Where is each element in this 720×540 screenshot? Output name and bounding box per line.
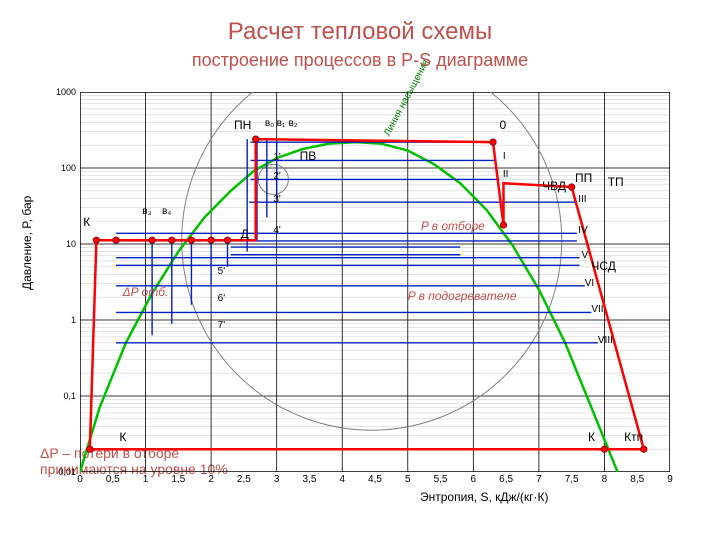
chart-label: К: [83, 215, 90, 229]
title-line-1: Расчет тепловой схемы: [0, 18, 720, 46]
chart-label: в₁: [277, 118, 286, 129]
chart-label: в₃: [142, 206, 151, 217]
x-tick: 2: [208, 474, 214, 485]
x-axis-label: Энтропия, S, кДж/(кг·К): [420, 490, 548, 504]
x-tick: 4: [339, 474, 345, 485]
chart-label: I: [503, 151, 506, 162]
chart-label: ЧВД: [542, 179, 566, 193]
chart-label: 7': [218, 320, 225, 331]
chart-svg: [80, 92, 670, 472]
y-axis-label: Давление, P, бар: [20, 196, 34, 290]
chart-label: в₀: [265, 118, 274, 129]
chart-label: 2': [273, 171, 280, 182]
x-tick: 2,5: [237, 474, 251, 485]
x-tick: 8: [602, 474, 608, 485]
chart-label: IV: [578, 225, 587, 236]
chart-label: 1': [273, 152, 280, 163]
y-tick: 100: [61, 164, 76, 173]
chart-label: 5': [218, 266, 225, 277]
x-tick: 0,5: [106, 474, 120, 485]
title-line-2: построение процессов в P-S диаграмме: [0, 50, 720, 71]
chart-label: VI: [585, 278, 594, 289]
chart-label: в₂: [288, 118, 297, 129]
y-tick: 1: [71, 316, 76, 325]
ps-diagram: 0,010,1110100100000,511,522,533,544,555,…: [80, 92, 670, 472]
chart-label: V: [582, 250, 589, 261]
chart-label: ПН: [234, 118, 251, 132]
chart-label: ΔP отб.: [123, 285, 169, 299]
chart-label: 4': [273, 225, 280, 236]
x-tick: 9: [667, 474, 673, 485]
chart-label: К: [588, 430, 595, 444]
chart-label: ПП: [575, 171, 592, 185]
chart-label: II: [503, 169, 509, 180]
chart-label: P в отборе: [421, 219, 485, 233]
x-tick: 1,5: [171, 474, 185, 485]
y-tick: 10: [66, 240, 76, 249]
x-tick: 3,5: [302, 474, 316, 485]
chart-label: К: [119, 430, 126, 444]
chart-label: в₄: [162, 206, 171, 217]
x-tick: 4,5: [368, 474, 382, 485]
chart-label: ЧСД: [591, 259, 616, 273]
x-tick: 5: [405, 474, 411, 485]
x-tick: 8,5: [630, 474, 644, 485]
x-tick: 7,5: [565, 474, 579, 485]
x-tick: 7: [536, 474, 542, 485]
x-tick: 6: [471, 474, 477, 485]
chart-label: Ктп: [624, 430, 643, 444]
chart-label: 3': [273, 194, 280, 205]
chart-label: III: [578, 194, 586, 205]
chart-label: VIII: [598, 335, 613, 346]
x-tick: 5,5: [434, 474, 448, 485]
y-tick: 0,01: [58, 468, 76, 477]
y-tick: 0,1: [63, 392, 76, 401]
x-tick: 1: [143, 474, 149, 485]
y-tick: 1000: [56, 88, 76, 97]
chart-label: Д: [241, 227, 249, 241]
chart-label: P в подогревателе: [408, 289, 517, 303]
chart-label: 6': [218, 293, 225, 304]
x-tick: 0: [77, 474, 83, 485]
chart-label: VII: [591, 304, 603, 315]
chart-label: ТП: [608, 175, 624, 189]
chart-label: ПВ: [300, 149, 317, 163]
chart-label: 0: [500, 118, 507, 132]
x-tick: 6,5: [499, 474, 513, 485]
x-tick: 3: [274, 474, 280, 485]
